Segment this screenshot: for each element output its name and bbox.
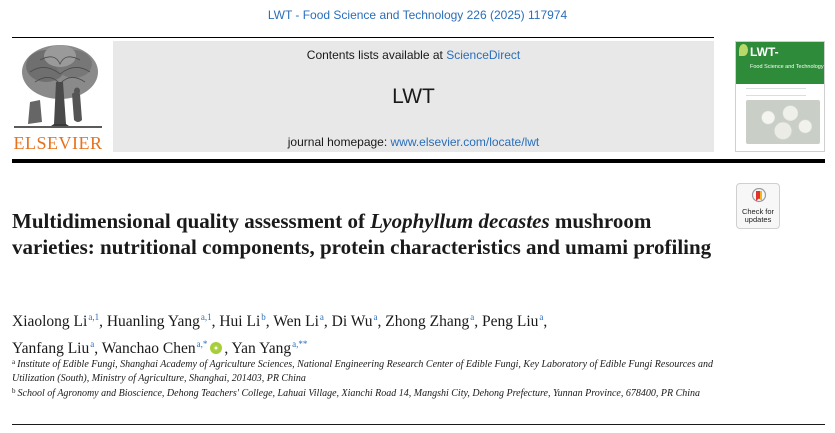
elsevier-logo[interactable]: ELSEVIER <box>10 42 106 154</box>
affiliation-text: School of Agronomy and Bioscience, Dehon… <box>17 388 701 399</box>
author-affiliation-marker[interactable]: a <box>470 312 475 322</box>
check-updates-line2: updates <box>744 215 772 224</box>
affiliation-text: Institute of Edible Fungi, Shanghai Acad… <box>12 359 714 384</box>
cover-photo <box>746 100 820 144</box>
author-affiliation-marker[interactable]: a,* <box>196 339 208 349</box>
affiliation-item: a Institute of Edible Fungi, Shanghai Aca… <box>12 356 722 385</box>
header-thick-rule <box>12 159 825 163</box>
affiliation-marker: b <box>12 387 16 395</box>
author-name[interactable]: Zhong Zhang <box>385 313 470 330</box>
affiliation-item: b School of Agronomy and Bioscience, Deho… <box>12 385 722 401</box>
header-top-rule <box>12 37 714 38</box>
orcid-icon[interactable] <box>210 342 223 354</box>
author-name[interactable]: Wanchao Chen <box>101 340 196 357</box>
sciencedirect-link[interactable]: ScienceDirect <box>446 48 521 62</box>
author-list: Xiaolong Lia,1, Huanling Yanga,1, Hui Li… <box>12 312 548 357</box>
bookmark-icon <box>751 188 767 203</box>
title-part2: mushroom varieties: nutritional componen… <box>12 209 712 259</box>
title-species: Lyophyllum decastes <box>370 209 550 233</box>
contents-prefix: Contents lists available at <box>306 48 447 62</box>
author-name[interactable]: Di Wu <box>331 313 373 330</box>
bottom-rule <box>12 424 825 425</box>
author-name[interactable]: Yan Yang <box>231 340 292 357</box>
journal-homepage: journal homepage: www.elsevier.com/locat… <box>113 135 714 149</box>
cover-title: LWT- <box>750 45 779 59</box>
author-affiliation-marker[interactable]: a <box>90 339 95 349</box>
author-affiliation-marker[interactable]: b <box>261 312 266 322</box>
author-name[interactable]: Yanfang Liu <box>12 340 90 357</box>
contents-availability: Contents lists available at ScienceDirec… <box>113 48 714 62</box>
check-updates-label: Check for updates <box>737 208 779 224</box>
cover-band <box>736 42 824 84</box>
cover-lines <box>746 88 806 96</box>
cover-subtitle: Food Science and Technology <box>750 64 824 70</box>
author-name[interactable]: Hui Li <box>219 313 261 330</box>
author-affiliation-marker[interactable]: a <box>319 312 324 322</box>
affiliation-list: a Institute of Edible Fungi, Shanghai Aca… <box>12 356 722 401</box>
author-name[interactable]: Wen Li <box>273 313 319 330</box>
title-part1: Multidimensional quality assessment of <box>12 209 371 233</box>
author-affiliation-marker[interactable]: a,1 <box>200 312 212 322</box>
leaf-icon <box>739 44 748 56</box>
elsevier-wordmark: ELSEVIER <box>13 133 103 153</box>
author-affiliation-marker[interactable]: a,** <box>292 339 308 349</box>
author-name[interactable]: Huanling Yang <box>106 313 200 330</box>
author-name[interactable]: Peng Liu <box>481 313 539 330</box>
homepage-link[interactable]: www.elsevier.com/locate/lwt <box>390 135 540 149</box>
affiliation-marker: a <box>12 358 16 366</box>
article-title: Multidimensional quality assessment of L… <box>12 208 712 260</box>
journal-name: LWT <box>392 85 435 108</box>
author-affiliation-marker[interactable]: a <box>539 312 544 322</box>
check-for-updates-button[interactable]: Check for updates <box>736 183 780 229</box>
journal-masthead: Contents lists available at ScienceDirec… <box>113 41 714 152</box>
journal-citation[interactable]: LWT - Food Science and Technology 226 (2… <box>267 8 568 22</box>
elsevier-tree-icon <box>10 42 106 130</box>
homepage-prefix: journal homepage: <box>287 135 391 149</box>
check-updates-line1: Check for <box>741 207 775 216</box>
author-affiliation-marker[interactable]: a <box>373 312 378 322</box>
author-name[interactable]: Xiaolong Li <box>12 313 88 330</box>
journal-cover[interactable]: LWT- Food Science and Technology <box>735 41 825 152</box>
author-affiliation-marker[interactable]: a,1 <box>88 312 100 322</box>
